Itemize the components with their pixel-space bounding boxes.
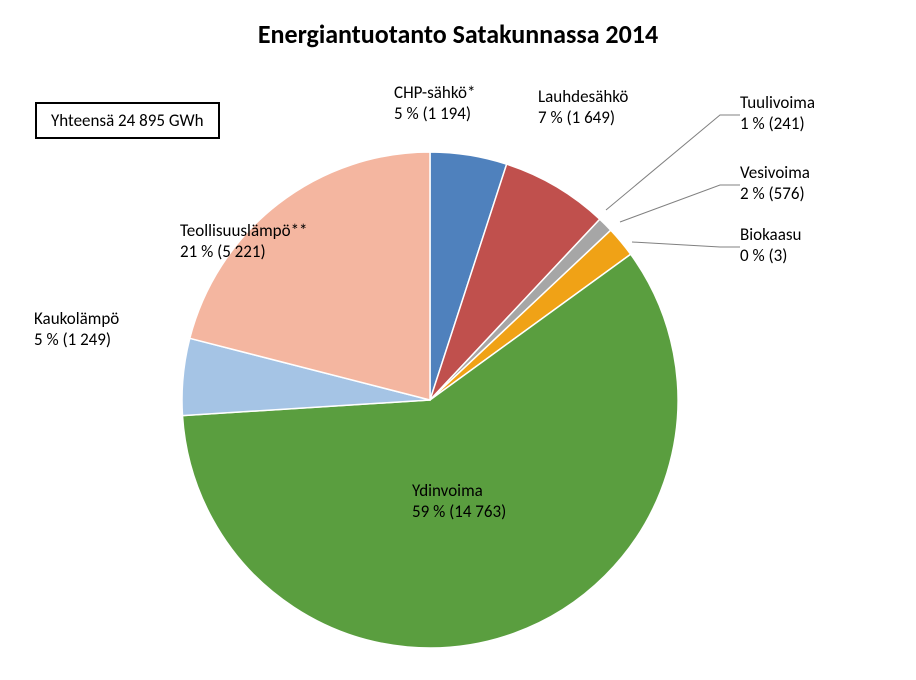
slice-label-kaukol-mp-: Kaukolämpö5 % (1 249) xyxy=(34,308,119,351)
slice-label-name: Kaukolämpö xyxy=(34,308,119,329)
slice-label-value: 1 % (241) xyxy=(740,113,815,134)
slice-label-name: Lauhdesähkö xyxy=(538,86,628,107)
slice-label-name: Teollisuuslämpö** xyxy=(180,220,308,241)
slice-label-lauhdes-hk-: Lauhdesähkö7 % (1 649) xyxy=(538,86,628,129)
leader-line xyxy=(620,185,740,222)
leader-line xyxy=(632,242,740,247)
slice-label-value: 21 % (5 221) xyxy=(180,241,308,262)
slice-label-value: 0 % (3) xyxy=(740,245,801,266)
slice-label-value: 5 % (1 249) xyxy=(34,329,119,350)
slice-label-name: Biokaasu xyxy=(740,224,801,245)
slice-label-value: 5 % (1 194) xyxy=(394,103,475,124)
slice-label-teollisuusl-mp-: Teollisuuslämpö**21 % (5 221) xyxy=(180,220,308,263)
slice-label-chp-s-hk-: CHP-sähkö*5 % (1 194) xyxy=(394,82,475,125)
slice-label-value: 7 % (1 649) xyxy=(538,107,628,128)
slice-label-name: Vesivoima xyxy=(740,162,810,183)
slice-label-biokaasu: Biokaasu0 % (3) xyxy=(740,224,801,267)
slice-label-tuulivoima: Tuulivoima1 % (241) xyxy=(740,92,815,135)
leader-line xyxy=(606,115,740,210)
slice-label-name: Ydinvoima xyxy=(412,480,506,501)
slice-label-ydinvoima: Ydinvoima59 % (14 763) xyxy=(412,480,506,523)
slice-label-vesivoima: Vesivoima2 % (576) xyxy=(740,162,810,205)
slice-label-value: 2 % (576) xyxy=(740,183,810,204)
slice-label-name: CHP-sähkö* xyxy=(394,82,475,103)
slice-label-name: Tuulivoima xyxy=(740,92,815,113)
slice-label-value: 59 % (14 763) xyxy=(412,501,506,522)
